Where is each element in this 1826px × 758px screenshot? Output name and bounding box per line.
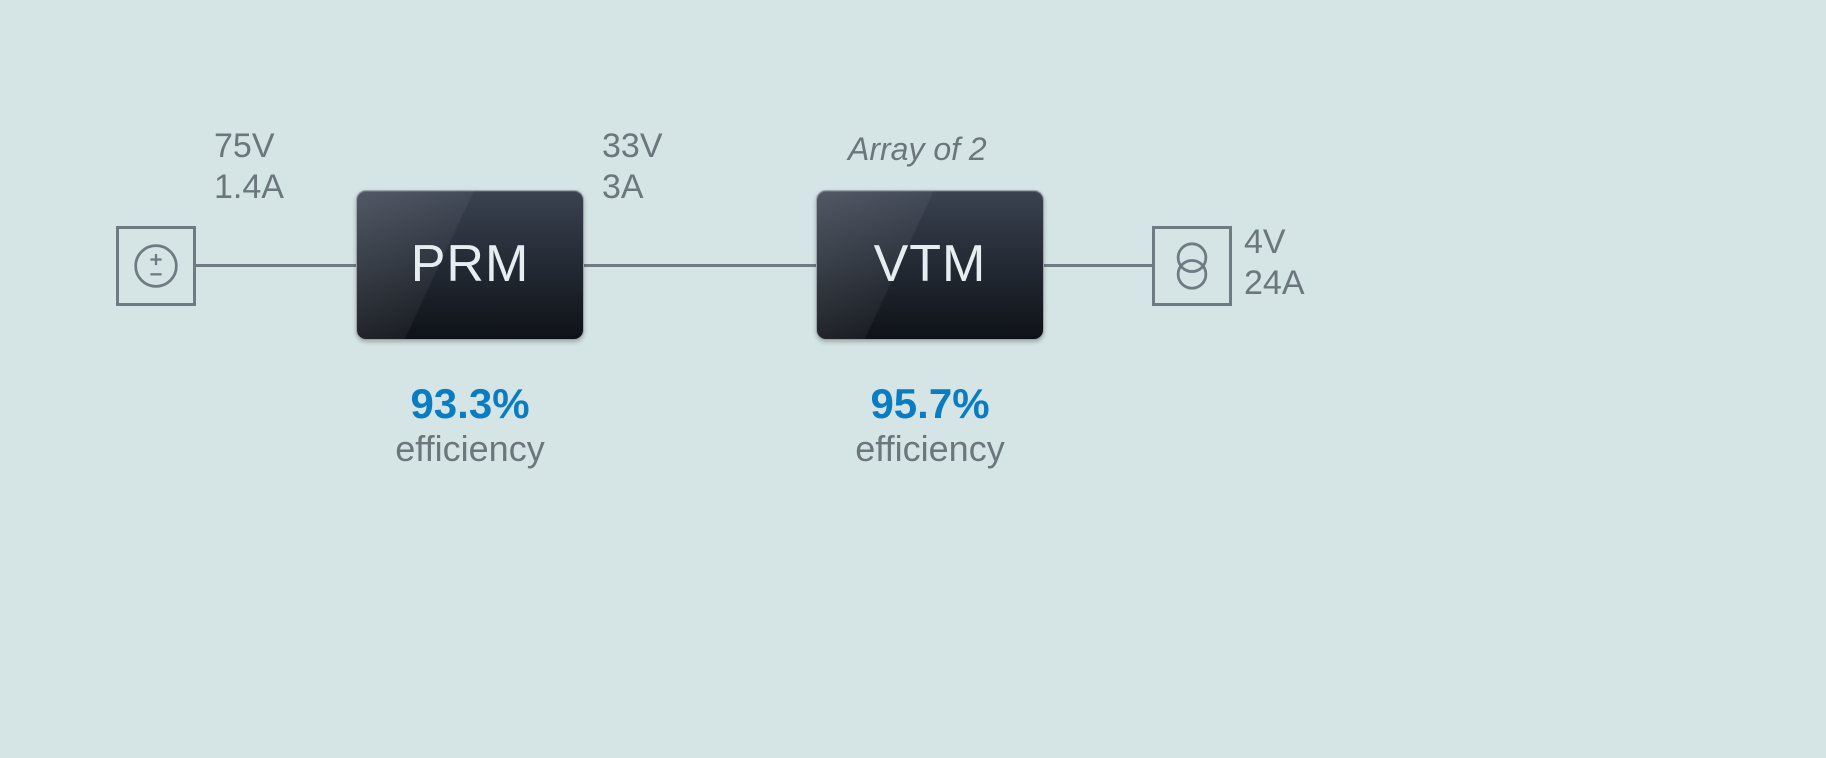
dc-source-icon	[116, 226, 196, 306]
module-prm-label: PRM	[357, 234, 583, 294]
input-current: 1.4A	[214, 167, 284, 208]
vtm-efficiency-block: 95.7% efficiency	[816, 380, 1044, 470]
vtm-array-label: Array of 2	[848, 130, 987, 168]
module-prm: PRM	[356, 190, 584, 340]
intermediate-voltage: 33V	[602, 126, 663, 167]
intermediate-current: 3A	[602, 167, 663, 208]
vtm-efficiency-label: efficiency	[816, 428, 1044, 470]
module-vtm-label: VTM	[817, 234, 1043, 294]
vtm-efficiency-percent: 95.7%	[816, 380, 1044, 428]
module-vtm: VTM	[816, 190, 1044, 340]
input-spec-label: 75V 1.4A	[214, 126, 284, 208]
output-spec-label: 4V 24A	[1244, 222, 1305, 304]
load-icon	[1152, 226, 1232, 306]
prm-efficiency-block: 93.3% efficiency	[356, 380, 584, 470]
diagram-canvas: PRM VTM 75V 1.4A 33V 3A 4V 24A Array of …	[0, 0, 1826, 758]
output-current: 24A	[1244, 263, 1305, 304]
output-voltage: 4V	[1244, 222, 1305, 263]
prm-efficiency-label: efficiency	[356, 428, 584, 470]
prm-efficiency-percent: 93.3%	[356, 380, 584, 428]
wire-vtm-to-load	[1044, 264, 1152, 267]
intermediate-spec-label: 33V 3A	[602, 126, 663, 208]
wire-prm-to-vtm	[584, 264, 816, 267]
wire-input-to-prm	[196, 264, 356, 267]
input-voltage: 75V	[214, 126, 284, 167]
